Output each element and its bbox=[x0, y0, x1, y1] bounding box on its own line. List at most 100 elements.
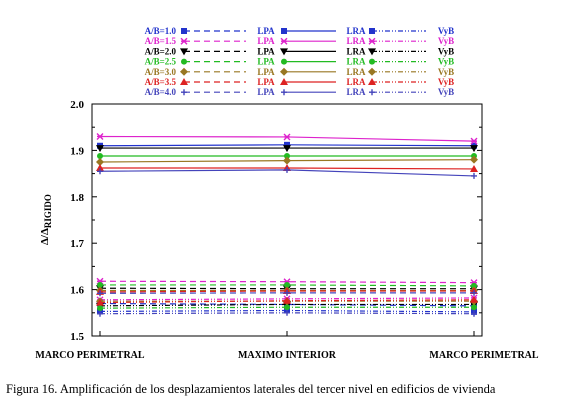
data-point bbox=[470, 145, 478, 153]
legend-marker bbox=[369, 28, 375, 34]
legend-method-label: LRA bbox=[346, 57, 366, 67]
data-point bbox=[96, 132, 104, 140]
legend-entry: LPA bbox=[180, 67, 275, 77]
y-tick-label: 1.6 bbox=[70, 285, 84, 297]
y-tick-label: 1.9 bbox=[70, 145, 84, 157]
legend-marker bbox=[281, 89, 287, 96]
y-tick-label: 2.0 bbox=[70, 99, 84, 111]
legend-method-label: VyB bbox=[438, 67, 454, 77]
legend-entry: LPA bbox=[181, 57, 275, 67]
legend-entry: LRA bbox=[280, 67, 366, 77]
legend-method-label: LPA bbox=[257, 57, 275, 67]
series-a-b-2-5-vyb bbox=[97, 304, 477, 312]
data-point bbox=[471, 172, 477, 179]
legend-entry: LPA bbox=[180, 46, 275, 56]
data-point bbox=[471, 310, 477, 317]
legend-method-label: LPA bbox=[257, 46, 275, 56]
legend-method-label: VyB bbox=[438, 87, 454, 97]
legend-entry: VyB bbox=[368, 36, 454, 46]
legend-ratio-label: A/B=3.5 bbox=[145, 77, 177, 87]
chart: A/B=1.0 LPA LRA VyB A/B=1.5 LPA LRA VyB A/B=2.0 L… bbox=[35, 26, 538, 361]
legend-ratio-label: A/B=1.5 bbox=[145, 36, 177, 46]
series-line bbox=[99, 280, 475, 284]
y-tick-label: 1.7 bbox=[70, 238, 84, 250]
legend-marker bbox=[368, 78, 376, 85]
legend-method-label: LRA bbox=[346, 46, 366, 56]
legend-method-label: LRA bbox=[346, 77, 366, 87]
data-point bbox=[284, 304, 290, 311]
legend-entry: VyB bbox=[368, 67, 454, 77]
data-point bbox=[283, 133, 291, 141]
legend-entry: LRA bbox=[280, 46, 366, 56]
data-point bbox=[283, 156, 291, 165]
legend-entry: LRA bbox=[281, 87, 366, 97]
data-point bbox=[284, 309, 290, 316]
data-point bbox=[283, 296, 291, 304]
data-point bbox=[96, 298, 104, 306]
legend-ratio-label: A/B=2.0 bbox=[145, 46, 177, 56]
data-point bbox=[97, 305, 103, 312]
legend-entry: VyB bbox=[368, 46, 454, 56]
data-point bbox=[97, 290, 103, 297]
legend-method-label: VyB bbox=[438, 26, 454, 36]
series-line bbox=[99, 306, 474, 309]
legend-method-label: LPA bbox=[257, 77, 275, 87]
series-line bbox=[99, 303, 474, 307]
data-point bbox=[471, 304, 477, 311]
legend-marker bbox=[180, 48, 188, 56]
series-group bbox=[96, 132, 478, 317]
data-point bbox=[97, 152, 103, 159]
data-point bbox=[284, 281, 290, 288]
legend-marker bbox=[369, 58, 375, 65]
figure-caption: Figura 16. Amplificación de los desplaza… bbox=[6, 382, 496, 396]
data-point bbox=[96, 145, 104, 153]
legend-entry: LPA bbox=[181, 26, 275, 36]
data-point bbox=[97, 168, 103, 175]
legend-method-label: LPA bbox=[257, 36, 275, 46]
legend-entry: LRA bbox=[280, 36, 366, 46]
legend-marker bbox=[368, 67, 376, 76]
series-a-b-1-5-lra bbox=[96, 132, 478, 145]
legend-entry: VyB bbox=[369, 26, 454, 36]
data-point bbox=[284, 141, 290, 148]
data-point bbox=[284, 289, 290, 296]
series-a-b-4-0-lra bbox=[97, 166, 477, 179]
y-axis: 1.5 1.6 1.7 1.8 1.9 2.0 bbox=[70, 99, 482, 343]
legend-marker bbox=[280, 67, 288, 76]
series-line bbox=[99, 309, 475, 313]
y-tick-label: 1.5 bbox=[70, 331, 84, 343]
series-a-b-3-0-lra bbox=[96, 155, 478, 166]
series-line bbox=[99, 290, 474, 293]
legend-marker bbox=[281, 28, 287, 34]
legend-marker bbox=[369, 89, 375, 96]
data-point bbox=[470, 155, 478, 164]
series-line bbox=[99, 299, 475, 304]
legend-entry: LRA bbox=[281, 26, 366, 36]
legend-method-label: VyB bbox=[438, 46, 454, 56]
legend-entry: VyB bbox=[369, 57, 454, 67]
series-a-b-4-0-lpa bbox=[97, 289, 477, 297]
legend-entry: LPA bbox=[180, 77, 275, 87]
y-tick-label: 1.8 bbox=[70, 192, 84, 204]
legend-method-label: VyB bbox=[438, 36, 454, 46]
legend-ratio-label: A/B=3.0 bbox=[145, 67, 177, 77]
legend-entry: LRA bbox=[280, 77, 366, 87]
legend-ratio-label: A/B=2.5 bbox=[145, 57, 177, 67]
legend-marker bbox=[181, 58, 187, 65]
legend-method-label: LPA bbox=[257, 67, 275, 77]
legend-marker bbox=[280, 48, 288, 56]
legend-marker bbox=[180, 78, 188, 85]
legend-marker bbox=[281, 58, 287, 65]
legend-method-label: LRA bbox=[346, 26, 366, 36]
data-point bbox=[471, 289, 477, 296]
legend-method-label: LPA bbox=[257, 26, 275, 36]
legend-marker bbox=[280, 37, 288, 45]
x-tick-label: MARCO PERIMETRAL bbox=[35, 350, 144, 361]
legend-marker bbox=[181, 89, 187, 96]
series-line bbox=[100, 284, 475, 287]
data-point bbox=[284, 152, 290, 159]
series-a-b-3-5-vyb bbox=[96, 295, 478, 306]
legend: A/B=1.0 LPA LRA VyB A/B=1.5 LPA LRA VyB A/B=2.0 L… bbox=[145, 26, 454, 97]
legend-marker bbox=[180, 37, 188, 45]
y-axis-label-main: Δ/Δ bbox=[39, 228, 51, 245]
